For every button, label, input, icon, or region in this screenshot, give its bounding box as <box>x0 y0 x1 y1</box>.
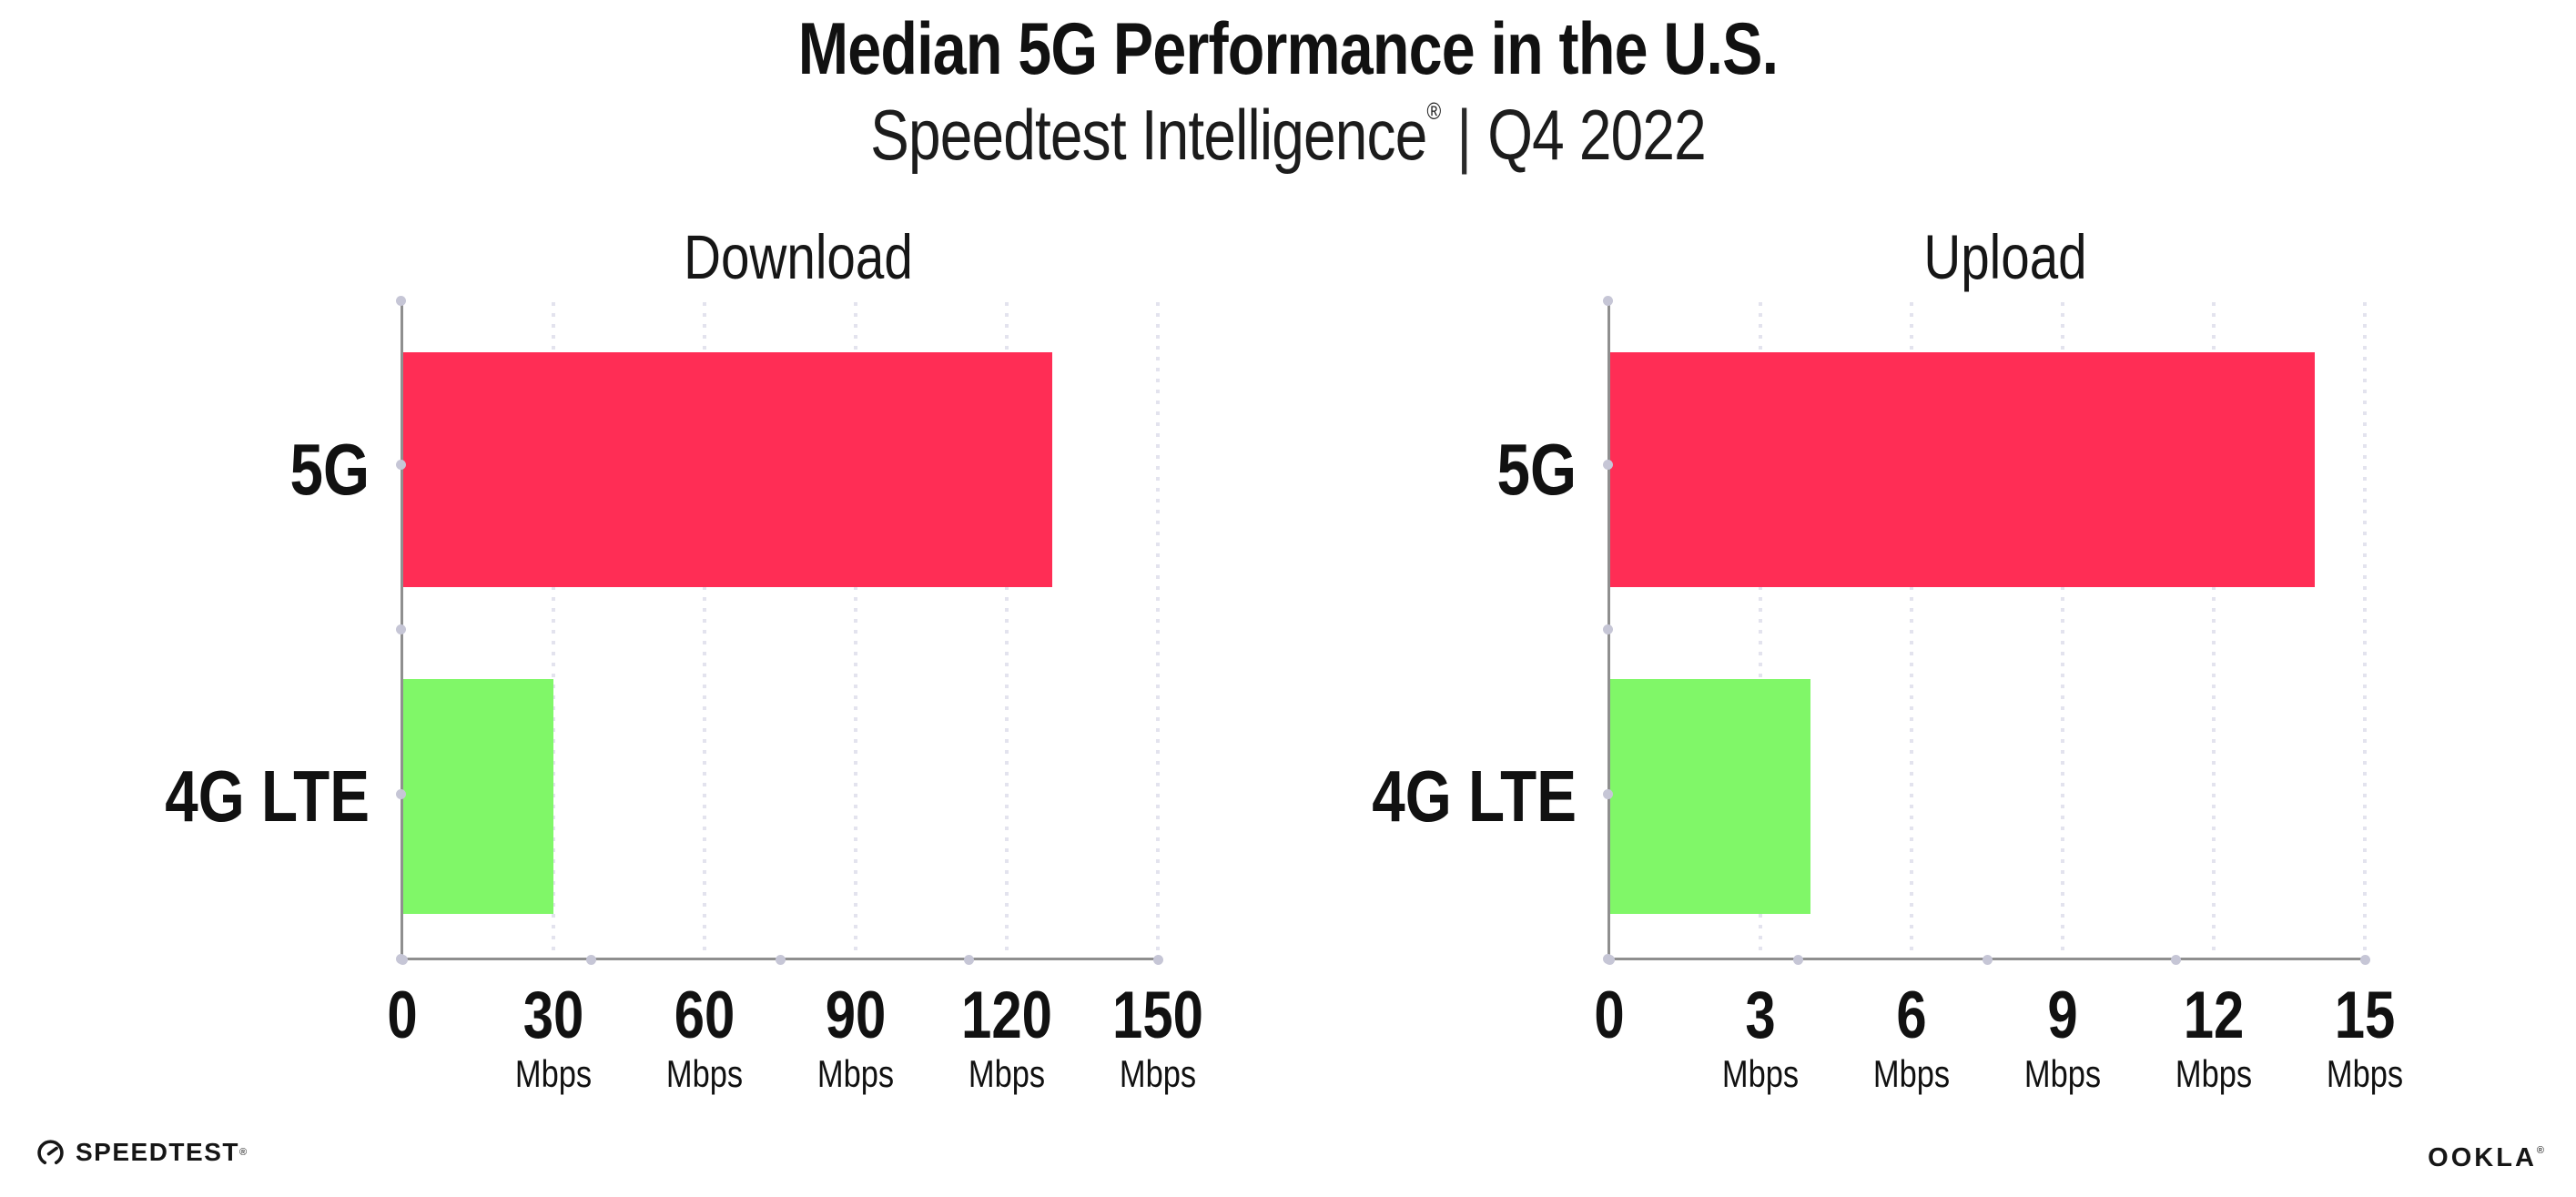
x-tick-150-download: 150 Mbps <box>1083 981 1232 1094</box>
category-label-4g-lte-upload: 4G LTE <box>1372 756 1577 837</box>
category-label-5g-upload: 5G <box>1496 429 1577 510</box>
tick-value: 12 <box>2183 979 2245 1052</box>
x-tick-3-upload: 3 Mbps <box>1686 981 1835 1094</box>
y-axis-dot <box>396 788 406 799</box>
x-axis-dot <box>2359 955 2370 965</box>
page-title: Median 5G Performance in the U.S. <box>797 8 1779 90</box>
x-tick-90-download: 90 Mbps <box>781 981 930 1094</box>
chart-title-upload: Upload <box>1923 222 2087 292</box>
tick-value: 3 <box>1745 979 1776 1052</box>
x-axis-dot <box>1982 955 1993 965</box>
gridline-3-upload <box>1759 302 1762 959</box>
tick-value: 90 <box>825 979 887 1052</box>
bar-5g-upload <box>1609 352 2315 587</box>
subtitle: Speedtest Intelligence® | Q4 2022 <box>232 93 2345 178</box>
tick-unit-label: Mbps <box>1119 1052 1197 1095</box>
tick-unit-label: Mbps <box>665 1052 744 1095</box>
y-axis-dot <box>1603 624 1613 634</box>
ookla-registered-mark: ® <box>2536 1145 2547 1156</box>
registered-mark-icon: ® <box>1426 97 1441 125</box>
x-tick-12-upload: 12 Mbps <box>2139 981 2288 1094</box>
tick-value: 15 <box>2334 979 2396 1052</box>
subtitle-period: Q4 2022 <box>1487 95 1706 175</box>
tick-value: 6 <box>1896 979 1927 1052</box>
x-tick-60-download: 60 Mbps <box>630 981 779 1094</box>
gridline-15-upload <box>2363 302 2367 959</box>
tick-value: 0 <box>1594 979 1625 1052</box>
gridline-120-download <box>1005 302 1009 959</box>
y-axis-dot <box>396 295 406 306</box>
tick-value: 120 <box>961 979 1052 1052</box>
gridline-150-download <box>1156 302 1160 959</box>
y-axis-dot <box>1603 788 1613 799</box>
bar-5g-download <box>402 352 1052 587</box>
tick-value: 60 <box>674 979 735 1052</box>
y-axis-dot <box>396 953 406 964</box>
gridline-60-download <box>703 302 706 959</box>
ookla-logo-text: OOKLA <box>2428 1143 2537 1172</box>
tick-unit-label: Mbps <box>968 1052 1046 1095</box>
y-axis-dot <box>396 460 406 471</box>
category-label-4g-lte-download: 4G LTE <box>165 756 370 837</box>
speedtest-logo: SPEEDTEST ® <box>36 1138 247 1167</box>
x-axis-dot <box>586 955 596 965</box>
tick-unit-label: Mbps <box>514 1052 593 1095</box>
tick-value: 0 <box>387 979 418 1052</box>
tick-unit-label: Mbps <box>1872 1052 1951 1095</box>
x-axis-dot <box>1152 955 1163 965</box>
tick-unit-label: Mbps <box>816 1052 895 1095</box>
tick-value: 9 <box>2047 979 2078 1052</box>
upload-plot-area <box>1603 295 2370 965</box>
x-axis-dot <box>964 955 974 965</box>
x-axis-dot <box>2171 955 2181 965</box>
gridline-30-download <box>552 302 555 959</box>
x-axis-dot <box>775 955 786 965</box>
x-tick-9-upload: 9 Mbps <box>1988 981 2137 1094</box>
speedtest-gauge-icon <box>37 1139 64 1164</box>
chart-title-download: Download <box>684 222 913 292</box>
y-axis-dot <box>396 624 406 634</box>
y-axis-dot <box>1603 295 1613 306</box>
x-tick-30-download: 30 Mbps <box>479 981 628 1094</box>
x-axis-dot <box>1793 955 1803 965</box>
bar-4g-lte-upload <box>1609 679 1810 914</box>
x-tick-0-upload: 0 <box>1535 981 1684 1050</box>
tick-value: 150 <box>1112 979 1203 1052</box>
speedtest-logo-text: SPEEDTEST <box>76 1138 239 1166</box>
gridline-6-upload <box>1910 302 1913 959</box>
gridline-9-upload <box>2061 302 2064 959</box>
tick-unit-label: Mbps <box>2023 1052 2102 1095</box>
bar-4g-lte-download <box>402 679 553 914</box>
ookla-logo: OOKLA® <box>2428 1143 2547 1173</box>
x-tick-0-download: 0 <box>328 981 477 1050</box>
tick-unit-label: Mbps <box>1721 1052 1800 1095</box>
download-plot-area <box>396 295 1163 965</box>
x-tick-120-download: 120 Mbps <box>932 981 1081 1094</box>
gridline-90-download <box>854 302 857 959</box>
speedtest-registered-mark: ® <box>238 1147 248 1158</box>
category-label-5g-download: 5G <box>289 429 370 510</box>
tick-unit-label: Mbps <box>2175 1052 2253 1095</box>
x-tick-15-upload: 15 Mbps <box>2290 981 2439 1094</box>
subtitle-product: Speedtest Intelligence <box>870 95 1427 175</box>
y-axis-dot <box>1603 953 1613 964</box>
x-tick-6-upload: 6 Mbps <box>1837 981 1986 1094</box>
tick-unit-label: Mbps <box>2326 1052 2404 1095</box>
subtitle-separator: | <box>1456 95 1472 175</box>
tick-value: 30 <box>522 979 584 1052</box>
gridline-12-upload <box>2212 302 2216 959</box>
y-axis-dot <box>1603 460 1613 471</box>
